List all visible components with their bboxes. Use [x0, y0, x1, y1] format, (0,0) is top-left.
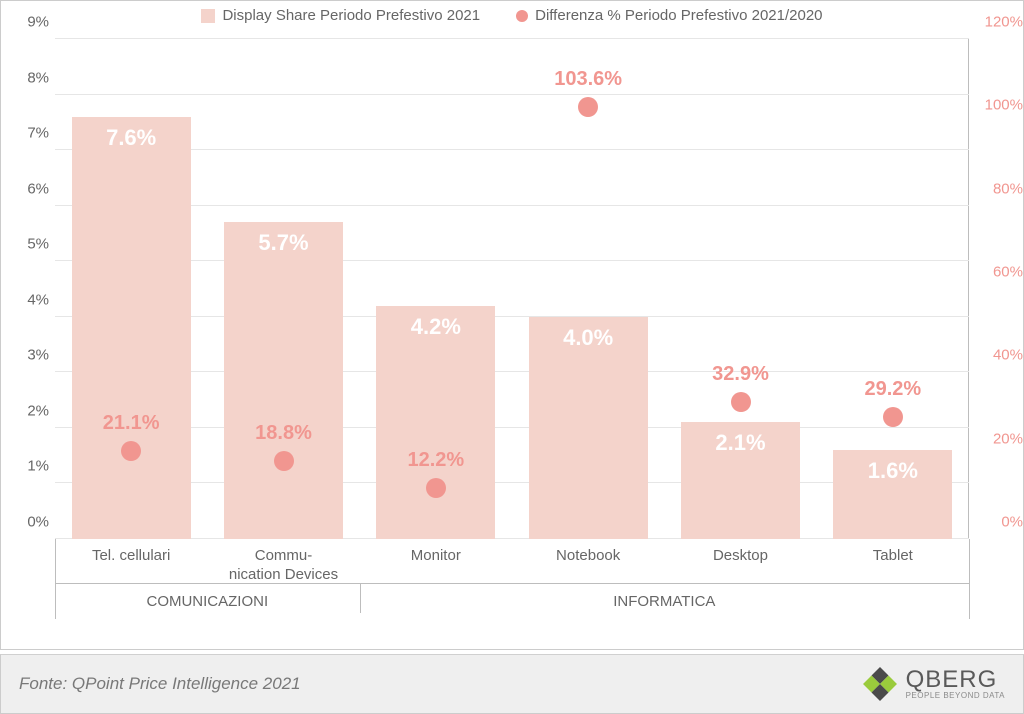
diff-value-label: 12.2%: [407, 449, 464, 472]
right-axis-line: [968, 39, 969, 539]
grid-line: [55, 371, 969, 372]
ytick-left: 2%: [11, 402, 49, 419]
legend-swatch-bar: [201, 9, 215, 23]
bar-value-label: 4.0%: [529, 325, 648, 351]
logo-main: QBERG: [906, 668, 1005, 692]
grid-line: [55, 427, 969, 428]
x-axis: Tel. cellulariCommu-nication DevicesMoni…: [55, 539, 969, 649]
bar-value-label: 2.1%: [681, 430, 800, 456]
bar-value-label: 7.6%: [72, 125, 191, 151]
group-label: INFORMATICA: [360, 593, 969, 610]
legend-dot-label: Differenza % Periodo Prefestivo 2021/202…: [535, 7, 822, 24]
chart-container: Display Share Periodo Prefestivo 2021 Di…: [0, 0, 1024, 650]
diff-marker: [883, 407, 903, 427]
diff-marker: [274, 451, 294, 471]
logo-sub: PEOPLE BEYOND DATA: [906, 692, 1005, 700]
xtick-label: Desktop: [664, 547, 816, 566]
grid-line: [55, 94, 969, 95]
ytick-left: 6%: [11, 180, 49, 197]
diff-marker: [731, 392, 751, 412]
ytick-left: 0%: [11, 514, 49, 531]
bar: 2.1%: [681, 422, 800, 539]
diff-value-label: 32.9%: [712, 363, 769, 386]
diff-marker: [426, 478, 446, 498]
ytick-left: 9%: [11, 14, 49, 31]
diff-value-label: 29.2%: [864, 378, 921, 401]
group-underline: [360, 583, 969, 584]
ytick-left: 1%: [11, 458, 49, 475]
group-underline: [55, 583, 360, 584]
bar: 4.2%: [376, 306, 495, 539]
ytick-right: 100%: [975, 97, 1023, 114]
legend-item-bar: Display Share Periodo Prefestivo 2021: [201, 7, 480, 24]
bar: 4.0%: [529, 317, 648, 539]
plot-area: 0%1%2%3%4%5%6%7%8%9%0%20%40%60%80%100%12…: [55, 39, 969, 539]
diff-marker: [121, 441, 141, 461]
source-text: Fonte: QPoint Price Intelligence 2021: [19, 674, 301, 694]
legend-swatch-dot: [516, 10, 528, 22]
legend: Display Share Periodo Prefestivo 2021 Di…: [1, 7, 1023, 24]
ytick-right: 20%: [975, 430, 1023, 447]
ytick-right: 120%: [975, 14, 1023, 31]
xtick-label: Notebook: [512, 547, 664, 566]
bar-value-label: 1.6%: [833, 458, 952, 484]
legend-bar-label: Display Share Periodo Prefestivo 2021: [222, 7, 480, 24]
xtick-label: Tablet: [817, 547, 969, 566]
grid-line: [55, 482, 969, 483]
ytick-right: 80%: [975, 180, 1023, 197]
footer: Fonte: QPoint Price Intelligence 2021 QB…: [0, 654, 1024, 714]
diff-marker: [578, 97, 598, 117]
bar: 7.6%: [72, 117, 191, 539]
group-separator: [360, 583, 361, 613]
diff-value-label: 103.6%: [554, 68, 622, 91]
xtick-label: Tel. cellulari: [55, 547, 207, 566]
bar-value-label: 5.7%: [224, 230, 343, 256]
xtick-label: Commu-nication Devices: [207, 547, 359, 585]
ytick-right: 60%: [975, 264, 1023, 281]
diff-value-label: 18.8%: [255, 422, 312, 445]
grid-line: [55, 316, 969, 317]
ytick-left: 7%: [11, 125, 49, 142]
bar: 1.6%: [833, 450, 952, 539]
xaxis-border: [969, 539, 970, 619]
legend-item-dot: Differenza % Periodo Prefestivo 2021/202…: [516, 7, 822, 24]
bar: 5.7%: [224, 222, 343, 539]
group-label: COMUNICAZIONI: [55, 593, 360, 610]
ytick-left: 8%: [11, 69, 49, 86]
grid-line: [55, 149, 969, 150]
grid-line: [55, 205, 969, 206]
grid-line: [55, 260, 969, 261]
ytick-right: 40%: [975, 347, 1023, 364]
ytick-left: 3%: [11, 347, 49, 364]
ytick-left: 4%: [11, 291, 49, 308]
grid-line: [55, 38, 969, 39]
bar-value-label: 4.2%: [376, 314, 495, 340]
logo-text: QBERG PEOPLE BEYOND DATA: [906, 668, 1005, 700]
logo-mark-icon: [862, 666, 898, 702]
brand-logo: QBERG PEOPLE BEYOND DATA: [862, 666, 1005, 702]
diff-value-label: 21.1%: [103, 412, 160, 435]
ytick-right: 0%: [975, 514, 1023, 531]
ytick-left: 5%: [11, 236, 49, 253]
xtick-label: Monitor: [360, 547, 512, 566]
